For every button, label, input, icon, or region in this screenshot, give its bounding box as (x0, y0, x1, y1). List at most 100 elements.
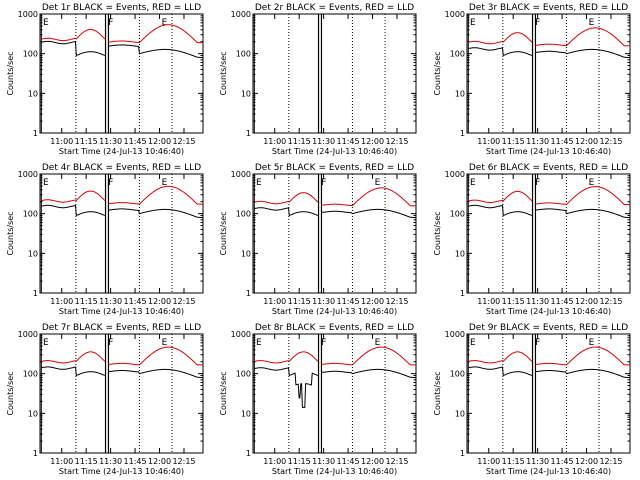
x-tick-label: 11:30 (526, 457, 549, 466)
y-axis-label: Counts/sec (433, 51, 442, 95)
x-tick-label: 12:00 (148, 457, 171, 466)
panel-5: Det 5r BLACK = Events, RED = LLD 1 10 100 10… (219, 163, 417, 316)
x-tick-label: 12:15 (599, 457, 622, 466)
flag-label: E (589, 18, 595, 28)
flag-label: E (589, 338, 595, 348)
x-tick-label: 12:15 (385, 297, 408, 306)
flag-label: E (43, 178, 49, 188)
x-tick-label: 12:15 (385, 137, 408, 146)
flag-label: E (375, 178, 381, 188)
panel-3: Det 3r BLACK = Events, RED = LLD 1 10 100 10… (433, 3, 631, 156)
plot-frame (466, 13, 631, 134)
x-tick-label: 11:00 (50, 137, 73, 146)
y-axis-label: Counts/sec (433, 211, 442, 255)
x-axis-label: Start Time (24-Jul-13 10:46:40) (272, 467, 397, 476)
y-axis-label: Counts/sec (6, 211, 15, 255)
y-axis-label: Counts/sec (219, 211, 228, 255)
x-tick-label: 12:15 (599, 137, 622, 146)
series-lld (468, 346, 630, 366)
x-tick-label: 11:45 (124, 457, 147, 466)
y-tick-label: 1 (33, 449, 38, 458)
x-tick-label: 12:15 (599, 297, 622, 306)
series-lld (41, 185, 203, 205)
flag-label: F (535, 178, 540, 188)
y-tick-label: 1 (460, 449, 465, 458)
y-axis-label: Counts/sec (433, 371, 442, 415)
plot-frame (252, 173, 417, 294)
y-tick-label: 100 (450, 210, 465, 219)
y-tick-label: 1 (246, 449, 251, 458)
panel-title: Det 5r BLACK = Events, RED = LLD (255, 163, 414, 173)
flag-label: E (162, 338, 168, 348)
y-tick-label: 1 (460, 129, 465, 138)
y-tick-label: 10 (241, 89, 251, 98)
x-tick-label: 11:15 (288, 457, 311, 466)
flag-label: E (589, 178, 595, 188)
plot-frame (39, 173, 204, 294)
series-lld (254, 187, 416, 207)
y-tick-label: 1 (246, 289, 251, 298)
series-lld (468, 27, 630, 47)
y-tick-label: 100 (450, 50, 465, 59)
flag-label: E (256, 338, 262, 348)
y-tick-label: 1000 (231, 10, 251, 19)
x-tick-label: 11:15 (502, 297, 525, 306)
plot-frame (39, 333, 204, 454)
panel-7: Det 7r BLACK = Events, RED = LLD 1 10 100 10… (6, 323, 204, 476)
x-tick-label: 11:00 (50, 297, 73, 306)
y-tick-label: 100 (236, 370, 251, 379)
plot-frame (466, 173, 631, 294)
panel-title: Det 7r BLACK = Events, RED = LLD (42, 323, 201, 333)
x-axis-label: Start Time (24-Jul-13 10:46:40) (486, 147, 611, 156)
x-tick-label: 11:15 (502, 457, 525, 466)
flag-label: F (321, 178, 326, 188)
series-events (41, 366, 203, 379)
y-axis-label: Counts/sec (219, 371, 228, 415)
flag-label: E (256, 178, 262, 188)
y-tick-label: 100 (450, 370, 465, 379)
plot-frame (252, 333, 417, 454)
y-tick-label: 10 (28, 89, 38, 98)
flag-label: E (375, 338, 381, 348)
plot-frame (466, 333, 631, 454)
panel-title: Det 8r BLACK = Events, RED = LLD (255, 323, 414, 333)
flag-label: F (108, 178, 113, 188)
y-tick-label: 1000 (445, 330, 465, 339)
x-axis-label: Start Time (24-Jul-13 10:46:40) (59, 467, 184, 476)
x-tick-label: 12:00 (148, 297, 171, 306)
y-tick-label: 10 (28, 249, 38, 258)
panel-9: Det 9r BLACK = Events, RED = LLD 1 10 100 10… (433, 323, 631, 476)
x-tick-label: 11:30 (526, 297, 549, 306)
x-tick-label: 11:15 (288, 297, 311, 306)
x-tick-label: 12:00 (575, 457, 598, 466)
x-axis-label: Start Time (24-Jul-13 10:46:40) (486, 307, 611, 316)
y-tick-label: 100 (23, 370, 38, 379)
x-tick-label: 12:00 (575, 137, 598, 146)
panel-title: Det 1r BLACK = Events, RED = LLD (42, 3, 201, 13)
y-tick-label: 100 (236, 50, 251, 59)
y-tick-label: 1 (33, 289, 38, 298)
x-tick-label: 11:30 (99, 137, 122, 146)
series-events (468, 47, 630, 59)
x-tick-label: 11:00 (50, 457, 73, 466)
flag-label: E (162, 18, 168, 28)
y-axis-label: Counts/sec (6, 51, 15, 95)
y-axis-label: Counts/sec (6, 371, 15, 415)
y-tick-label: 1000 (18, 170, 38, 179)
x-tick-label: 11:30 (312, 137, 335, 146)
x-tick-label: 11:00 (477, 297, 500, 306)
panel-title: Det 9r BLACK = Events, RED = LLD (469, 323, 628, 333)
series-events (254, 207, 416, 219)
x-tick-label: 12:00 (361, 137, 384, 146)
panel-1: Det 1r BLACK = Events, RED = LLD 1 10 100 10… (6, 3, 204, 156)
panel-6: Det 6r BLACK = Events, RED = LLD 1 10 100 10… (433, 163, 631, 316)
x-axis-label: Start Time (24-Jul-13 10:46:40) (59, 307, 184, 316)
series-lld (41, 24, 203, 44)
flag-label: E (470, 18, 476, 28)
series-events (468, 366, 630, 379)
x-axis-label: Start Time (24-Jul-13 10:46:40) (486, 467, 611, 476)
panel-4: Det 4r BLACK = Events, RED = LLD 1 10 100 10… (6, 163, 204, 316)
panel-title: Det 6r BLACK = Events, RED = LLD (469, 163, 628, 173)
y-tick-label: 10 (455, 89, 465, 98)
